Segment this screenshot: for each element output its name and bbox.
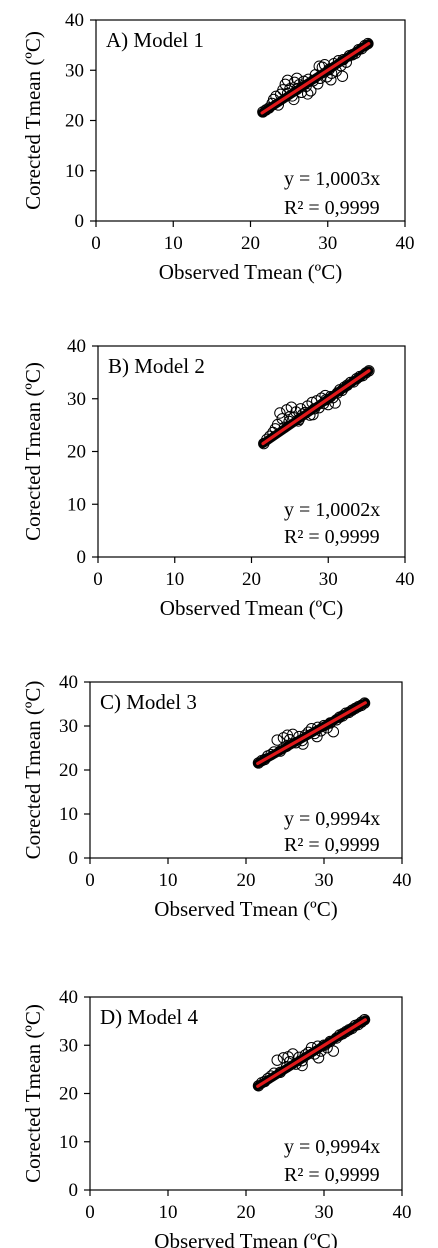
trendline-equation: y = 1,0003x [284, 168, 380, 190]
chart-panel-3: 0 10 20 30 40 0 10 20 30 40 Observed Tmean (ºC) Cor… [21, 672, 412, 921]
panel-title: D) Model 4 [100, 1005, 198, 1029]
trendline-equation: y = 0,9994x [284, 808, 380, 830]
x-tick-label: 20 [237, 870, 256, 891]
x-axis-label: Observed Tmean (ºC) [154, 897, 337, 921]
x-tick-label: 10 [159, 1202, 178, 1223]
trendline [256, 701, 367, 766]
y-tick-label: 0 [69, 848, 79, 869]
y-tick-label: 40 [65, 10, 84, 31]
data-point [281, 74, 294, 87]
y-tick-label: 40 [59, 672, 78, 693]
data-point [325, 74, 337, 86]
data-point [276, 413, 288, 425]
data-point [327, 726, 340, 738]
x-tick-label: 30 [318, 233, 337, 254]
x-tick-label: 0 [93, 569, 103, 590]
x-tick-label: 30 [315, 1202, 334, 1223]
y-tick-label: 20 [65, 111, 84, 132]
r-squared-label: R² = 0,9999 [284, 834, 380, 856]
trendline [256, 1018, 367, 1088]
y-tick-label: 0 [69, 1180, 79, 1201]
trendline-equation: y = 1,0002x [284, 499, 380, 521]
r-squared-label: R² = 0,9999 [284, 526, 380, 548]
trendline [260, 41, 371, 115]
data-point [281, 729, 294, 741]
x-tick-label: 10 [164, 233, 183, 254]
panel-title: C) Model 3 [100, 690, 197, 714]
r-squared-label: R² = 0,9999 [284, 197, 380, 219]
y-tick-label: 0 [75, 211, 85, 232]
panel-title: B) Model 2 [108, 354, 205, 378]
y-tick-label: 20 [59, 1084, 78, 1105]
y-tick-label: 10 [59, 1132, 78, 1153]
x-tick-label: 0 [85, 1202, 95, 1223]
x-axis-label: Observed Tmean (ºC) [154, 1229, 337, 1248]
y-tick-label: 30 [59, 716, 78, 737]
chart-panel-4: 0 10 20 30 40 0 10 20 30 40 Observed Tmean (ºC) Cor… [21, 987, 412, 1248]
x-tick-label: 40 [393, 870, 412, 891]
x-axis-label: Observed Tmean (ºC) [159, 260, 342, 284]
chart-panel-2: 0 10 20 30 40 0 10 20 30 40 Observed Tmean (ºC) Cor… [21, 336, 415, 620]
y-tick-label: 0 [77, 547, 87, 568]
x-tick-label: 0 [91, 233, 101, 254]
x-tick-label: 40 [396, 569, 415, 590]
data-point [274, 407, 286, 419]
x-tick-label: 10 [159, 870, 178, 891]
x-tick-label: 10 [165, 569, 184, 590]
y-axis-label: Corected Tmean (ºC) [21, 31, 45, 210]
data-point [271, 734, 283, 746]
data-point [282, 1051, 294, 1063]
data-point [301, 88, 314, 100]
r-squared-label: R² = 0,9999 [284, 1164, 380, 1186]
y-tick-label: 30 [59, 1035, 78, 1056]
y-axis-label: Corected Tmean (ºC) [21, 362, 45, 541]
data-point [336, 70, 349, 82]
x-tick-label: 0 [85, 870, 95, 891]
data-point [327, 1045, 340, 1057]
y-tick-label: 30 [65, 60, 84, 81]
y-axis-label: Corected Tmean (ºC) [21, 681, 45, 860]
x-tick-label: 40 [396, 233, 415, 254]
y-axis-label: Corected Tmean (ºC) [21, 1004, 45, 1183]
panel-title: A) Model 1 [106, 28, 204, 52]
y-tick-label: 40 [67, 336, 86, 357]
x-axis-label: Observed Tmean (ºC) [160, 596, 343, 620]
trendline [261, 369, 371, 446]
x-tick-label: 20 [242, 569, 261, 590]
y-tick-label: 30 [67, 389, 86, 410]
y-tick-label: 10 [59, 804, 78, 825]
data-point [291, 72, 303, 84]
trendline-equation: y = 0,9994x [284, 1136, 380, 1158]
x-tick-label: 20 [241, 233, 260, 254]
y-tick-label: 10 [65, 161, 84, 182]
y-tick-label: 20 [59, 760, 78, 781]
x-tick-label: 30 [319, 569, 338, 590]
x-tick-label: 40 [393, 1202, 412, 1223]
chart-panel-1: 0 10 20 30 40 0 10 20 30 40 Observed Tmean (ºC) Cor… [21, 10, 415, 284]
y-tick-label: 20 [67, 442, 86, 463]
y-tick-label: 40 [59, 987, 78, 1008]
x-tick-label: 30 [315, 870, 334, 891]
y-tick-label: 10 [67, 494, 86, 515]
data-point [271, 1054, 283, 1066]
x-tick-label: 20 [237, 1202, 256, 1223]
